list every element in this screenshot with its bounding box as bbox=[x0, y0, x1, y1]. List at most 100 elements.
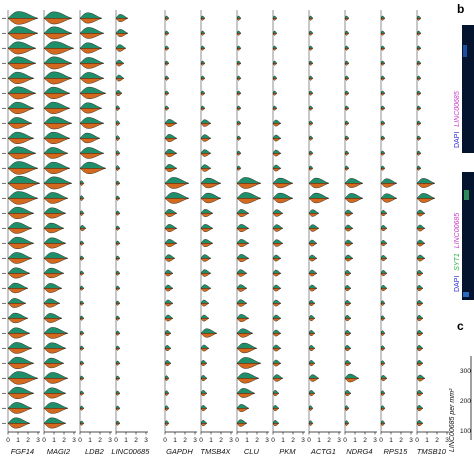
violin-actg1-row-25-lower bbox=[308, 378, 320, 382]
violin-tmsb4x-row-3-upper bbox=[200, 45, 206, 49]
violin-pkm-row-13-lower bbox=[272, 198, 294, 204]
violin-gapdh-row-27-lower bbox=[164, 408, 170, 411]
violin-tmsb4x-row-6-lower bbox=[200, 93, 206, 96]
violin-magi2-row-23-lower bbox=[43, 348, 67, 354]
violin-ndrg4-row-12-upper bbox=[344, 178, 364, 184]
violin-clu-row-15-lower bbox=[236, 228, 250, 232]
violin-rps15-row-8-upper bbox=[380, 120, 386, 124]
violin-tmsb10-row-14-lower bbox=[416, 213, 426, 217]
violin-magi2-row-15-upper bbox=[43, 222, 65, 229]
violin-gapdh-row-12-upper bbox=[164, 177, 190, 184]
violin-gapdh-row-15-lower bbox=[164, 228, 178, 232]
violin-linc00685-row-4-lower bbox=[115, 63, 125, 67]
violin-actg1-row-27-upper bbox=[308, 405, 314, 409]
violin-pkm-row-13-upper bbox=[272, 192, 294, 199]
violin-fgf14-row-11-lower bbox=[7, 168, 39, 175]
violin-pkm-row-20-upper bbox=[272, 299, 282, 304]
violin-tmsb10-row-19-lower bbox=[416, 288, 424, 292]
violin-rps15-row-14-upper bbox=[380, 210, 388, 214]
violin-rps15-row-24-upper bbox=[380, 360, 386, 364]
violin-fgf14-row-24-lower bbox=[7, 363, 35, 369]
violin-ldb2-row-28-lower bbox=[79, 423, 85, 426]
violin-pkm-row-28-lower bbox=[272, 423, 280, 427]
violin-actg1-row-20-upper bbox=[308, 300, 316, 304]
violin-ndrg4-row-21-lower bbox=[344, 318, 352, 322]
violin-magi2-row-18-lower bbox=[43, 273, 65, 279]
violin-ldb2-row-9-upper bbox=[79, 132, 101, 139]
violin-fgf14-row-23-upper bbox=[7, 342, 33, 349]
violin-linc00685-row-12-upper bbox=[115, 180, 121, 184]
violin-tmsb10-row-7-upper bbox=[416, 105, 422, 109]
violin-tmsb4x-row-24-lower bbox=[200, 363, 208, 367]
xtick-label-tmsb4x-0: 0 bbox=[199, 437, 203, 444]
violin-rps15-row-7-lower bbox=[380, 108, 386, 111]
violin-gapdh-row-22-upper bbox=[164, 330, 172, 334]
violin-linc00685-row-26-lower bbox=[115, 393, 121, 396]
violin-magi2-row-5-lower bbox=[43, 78, 73, 85]
xtick-label-ldb2-0: 0 bbox=[78, 437, 82, 444]
violin-ndrg4-row-4-lower bbox=[344, 63, 350, 66]
violin-actg1-row-9-upper bbox=[308, 135, 314, 139]
violin-tmsb10-row-1-upper bbox=[416, 15, 422, 19]
violin-magi2-row-27-upper bbox=[43, 402, 69, 409]
xtick-label-fgf14-1: 1 bbox=[16, 437, 20, 444]
violin-actg1-row-14-upper bbox=[308, 209, 320, 214]
xtick-label-magi2-0: 0 bbox=[42, 437, 46, 444]
violin-pkm-row-11-upper bbox=[272, 164, 282, 169]
violin-ndrg4-row-27-lower bbox=[344, 408, 350, 411]
violin-tmsb10-row-24-upper bbox=[416, 360, 424, 364]
violin-tmsb4x-row-8-upper bbox=[200, 119, 212, 124]
violin-actg1-row-11-upper bbox=[308, 165, 314, 169]
violin-clu-row-7-lower bbox=[236, 108, 242, 111]
violin-linc00685-row-10-lower bbox=[115, 153, 121, 156]
violin-pkm-row-21-lower bbox=[272, 318, 282, 322]
violin-linc00685-row-20-upper bbox=[115, 300, 121, 304]
violin-ndrg4-row-28-upper bbox=[344, 420, 350, 424]
xtick-label-ndrg4-1: 1 bbox=[353, 437, 357, 444]
violin-magi2-row-19-lower bbox=[43, 288, 63, 293]
gene-label-magi2: MAGI2 bbox=[47, 447, 71, 456]
violin-tmsb10-row-11-upper bbox=[416, 165, 422, 169]
violin-ndrg4-row-16-lower bbox=[344, 243, 354, 247]
violin-gapdh-row-23-lower bbox=[164, 348, 172, 352]
gene-label-gapdh: GAPDH bbox=[166, 447, 193, 456]
violin-magi2-row-12-upper bbox=[43, 176, 73, 184]
gene-label-pkm: PKM bbox=[279, 447, 296, 456]
violin-tmsb4x-row-5-lower bbox=[200, 78, 206, 81]
violin-magi2-row-20-lower bbox=[43, 303, 61, 308]
violin-actg1-row-4-upper bbox=[308, 60, 314, 64]
panel-b-c: b DAPI LINC00685 DAPI SYT1 LINC00685 c L… bbox=[449, 2, 474, 452]
violin-linc00685-row-11-upper bbox=[115, 165, 121, 169]
violin-magi2-row-10-upper bbox=[43, 147, 69, 154]
violin-rps15-row-27-lower bbox=[380, 408, 386, 411]
violin-pkm-row-6-lower bbox=[272, 93, 278, 96]
violin-tmsb4x-row-20-lower bbox=[200, 303, 210, 307]
gene-label-fgf14: FGF14 bbox=[11, 447, 34, 456]
violin-clu-row-16-upper bbox=[236, 239, 250, 244]
violin-rps15-row-10-lower bbox=[380, 153, 386, 156]
violin-pkm-row-24-lower bbox=[272, 363, 282, 367]
violin-pkm-row-27-lower bbox=[272, 408, 280, 412]
violin-fgf14-row-4-lower bbox=[7, 63, 37, 70]
violin-fgf14-row-7-upper bbox=[7, 101, 35, 109]
violin-magi2-row-9-lower bbox=[43, 138, 71, 144]
violin-actg1-row-23-lower bbox=[308, 348, 316, 352]
violin-rps15-row-2-lower bbox=[380, 33, 386, 36]
b-top-label: DAPI LINC00685 bbox=[454, 91, 461, 148]
violin-ndrg4-row-3-lower bbox=[344, 48, 350, 51]
violin-gapdh-row-15-upper bbox=[164, 224, 178, 229]
violin-tmsb10-row-12-upper bbox=[416, 178, 436, 184]
violin-magi2-row-17-upper bbox=[43, 252, 69, 259]
violin-ndrg4-row-1-upper bbox=[344, 15, 350, 19]
violin-actg1-row-17-upper bbox=[308, 254, 318, 259]
violin-ndrg4-row-18-upper bbox=[344, 270, 352, 274]
violin-ndrg4-row-24-upper bbox=[344, 360, 352, 364]
violin-tmsb4x-row-1-upper bbox=[200, 15, 206, 19]
violin-gapdh-row-13-upper bbox=[164, 192, 190, 199]
violin-gapdh-row-2-upper bbox=[164, 30, 170, 34]
b-top-dapi: DAPI bbox=[454, 132, 461, 148]
violin-ldb2-row-8-lower bbox=[79, 123, 105, 129]
violin-rps15-row-28-lower bbox=[380, 423, 386, 426]
xtick-label-ndrg4-3: 3 bbox=[373, 437, 377, 444]
